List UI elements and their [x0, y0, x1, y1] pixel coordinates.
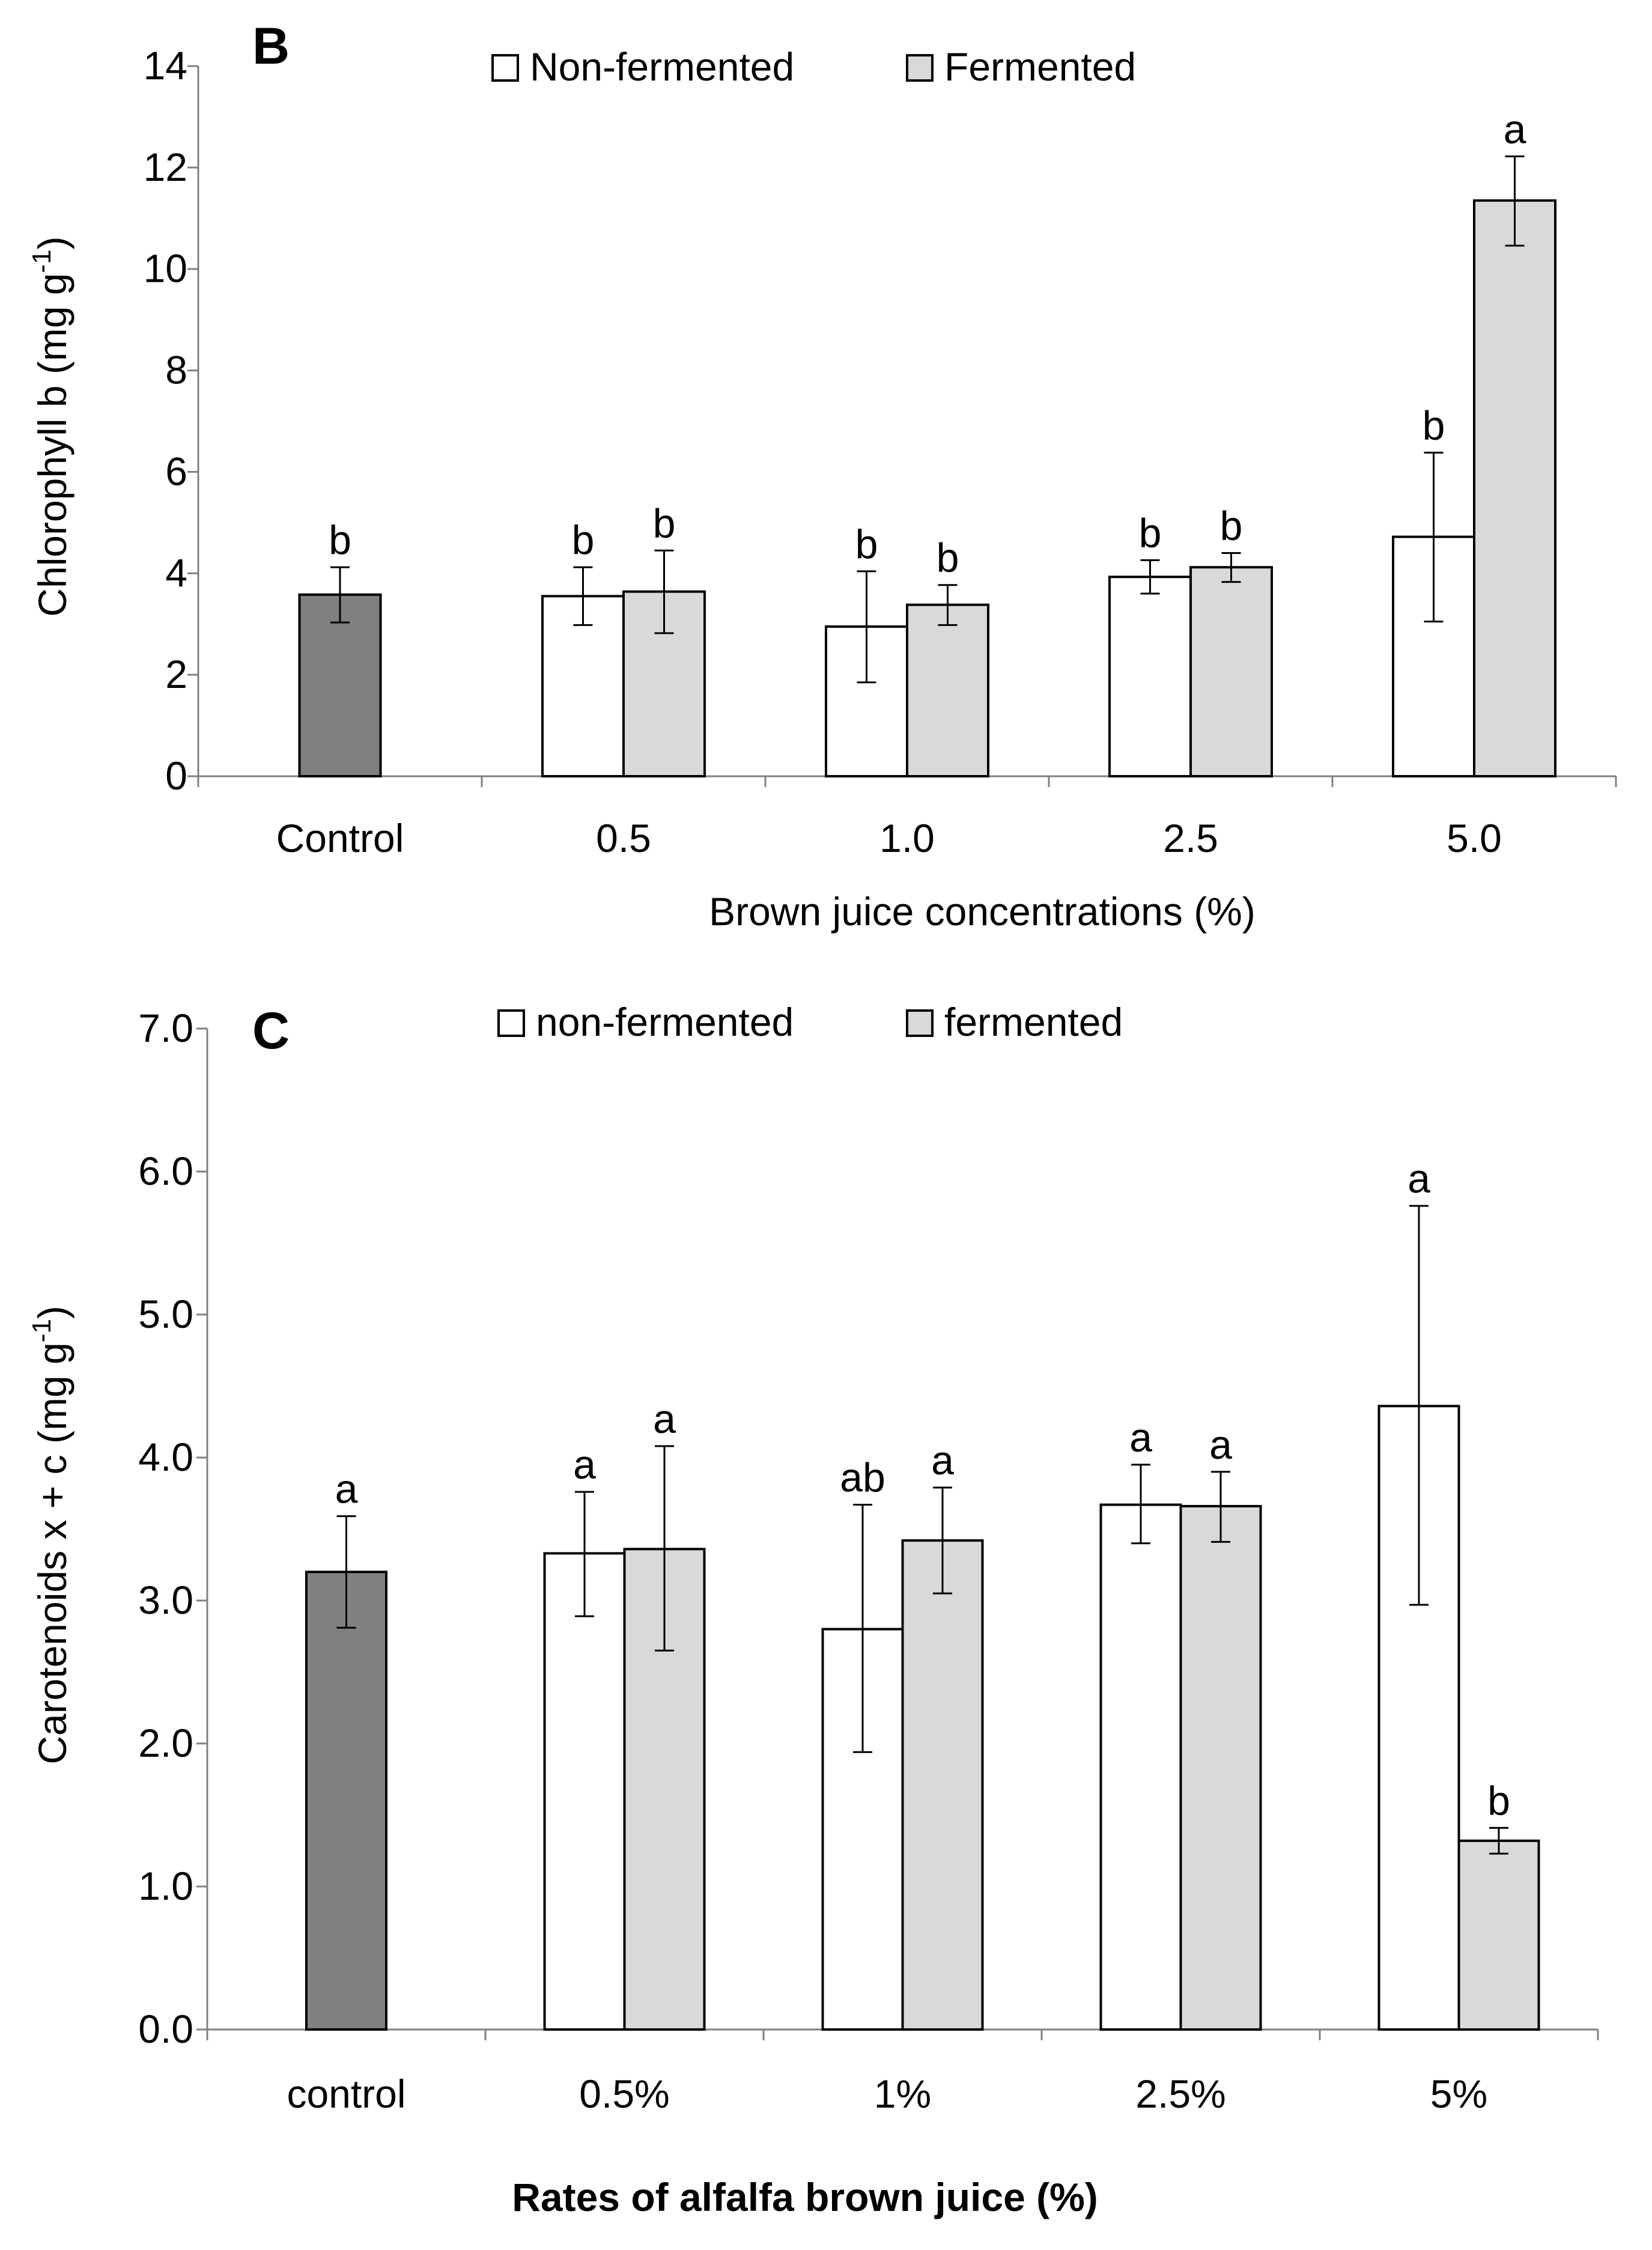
- bar-fermented: [1473, 199, 1556, 777]
- x-tick-label: Control: [276, 816, 404, 860]
- bar-non-fermented: [543, 1552, 626, 2031]
- y-tick-label: 8: [165, 348, 187, 392]
- y-tick-label: 3.0: [138, 1578, 193, 1622]
- significance-label: a: [1209, 1422, 1232, 1468]
- y-tick-label: 6: [165, 449, 187, 493]
- significance-label: a: [573, 1442, 596, 1488]
- significance-label: b: [329, 517, 351, 563]
- y-tick-label: 2.0: [138, 1721, 193, 1765]
- significance-label: a: [1408, 1156, 1430, 1202]
- bar-control: [305, 1570, 387, 2031]
- x-tick-label: 1%: [874, 2072, 931, 2116]
- y-tick-label: 12: [144, 145, 187, 189]
- legend-label-fermented: Fermented: [944, 44, 1136, 89]
- x-tick-label: 5%: [1430, 2072, 1487, 2116]
- legend-label-non-fermented: Non-fermented: [530, 44, 794, 89]
- bar-fermented: [901, 1539, 984, 2031]
- y-tick-label: 1.0: [138, 1864, 193, 1908]
- significance-label: ab: [840, 1455, 885, 1501]
- y-tick-label: 5.0: [138, 1292, 193, 1336]
- significance-label: b: [937, 535, 959, 581]
- significance-label: b: [653, 500, 676, 546]
- bar-non-fermented: [1099, 1503, 1182, 2031]
- significance-label: a: [653, 1396, 676, 1442]
- x-tick-label: control: [287, 2072, 405, 2116]
- legend-c: non-fermented fermented: [497, 1000, 1123, 1044]
- legend-b: Non-fermented Fermented: [491, 44, 1136, 89]
- legend-swatch-fermented: [906, 1009, 934, 1037]
- bar-fermented: [1189, 566, 1273, 777]
- y-tick-label: 0: [165, 753, 187, 798]
- legend-label-fermented: fermented: [944, 1000, 1123, 1044]
- x-tick-label: 5.0: [1447, 816, 1502, 860]
- y-axis-title-c: Carotenoids x + c (mg g-1): [27, 1306, 74, 1765]
- legend-swatch-non-fermented: [491, 54, 519, 82]
- panel-label-b: B: [252, 17, 290, 75]
- significance-label: b: [1423, 403, 1445, 448]
- significance-label: a: [1129, 1415, 1152, 1461]
- y-tick-label: 4: [165, 550, 187, 595]
- x-tick-label: 0.5%: [579, 2072, 669, 2116]
- x-axis-title-c: Rates of alfalfa brown juice (%): [512, 2175, 1098, 2219]
- x-tick-label: 2.5: [1163, 816, 1218, 860]
- bar-non-fermented: [1108, 576, 1192, 778]
- panel-label-c: C: [252, 1002, 290, 1060]
- y-tick-label: 6.0: [138, 1149, 193, 1193]
- significance-label: b: [1487, 1778, 1510, 1823]
- significance-label: b: [1220, 503, 1243, 549]
- chart-panel-c: C non-fermented fermented Carotenoids x …: [27, 1000, 1599, 2219]
- x-axis-title-b: Brown juice concentrations (%): [709, 889, 1256, 934]
- bar-non-fermented: [541, 595, 625, 777]
- chart-panel-b: B Non-fermented Fermented Chlorophyll b …: [27, 17, 1617, 934]
- bar-fermented: [906, 603, 989, 777]
- y-tick-label: 14: [144, 43, 187, 88]
- x-tick-label: 1.0: [879, 816, 935, 860]
- significance-label: a: [335, 1467, 358, 1512]
- y-axis-title-b: Chlorophyll b (mg g-1): [27, 236, 74, 616]
- legend-label-non-fermented: non-fermented: [536, 1000, 794, 1044]
- y-tick-label: 10: [144, 246, 187, 291]
- significance-label: a: [1504, 106, 1526, 152]
- y-tick-label: 2: [165, 652, 187, 696]
- y-tick-label: 4.0: [138, 1435, 193, 1479]
- significance-label: b: [572, 517, 595, 563]
- significance-label: a: [931, 1438, 954, 1483]
- legend-swatch-non-fermented: [497, 1009, 525, 1037]
- bar-control: [298, 593, 382, 777]
- y-tick-label: 7.0: [138, 1006, 193, 1050]
- legend-swatch-fermented: [906, 54, 934, 82]
- bar-fermented: [1457, 1839, 1540, 2031]
- significance-label: b: [1139, 510, 1162, 556]
- y-tick-label: 0.0: [138, 2007, 193, 2051]
- significance-label: b: [855, 521, 878, 567]
- bar-fermented: [1179, 1504, 1262, 2031]
- x-tick-label: 0.5: [596, 816, 651, 860]
- x-tick-label: 2.5%: [1135, 2072, 1225, 2116]
